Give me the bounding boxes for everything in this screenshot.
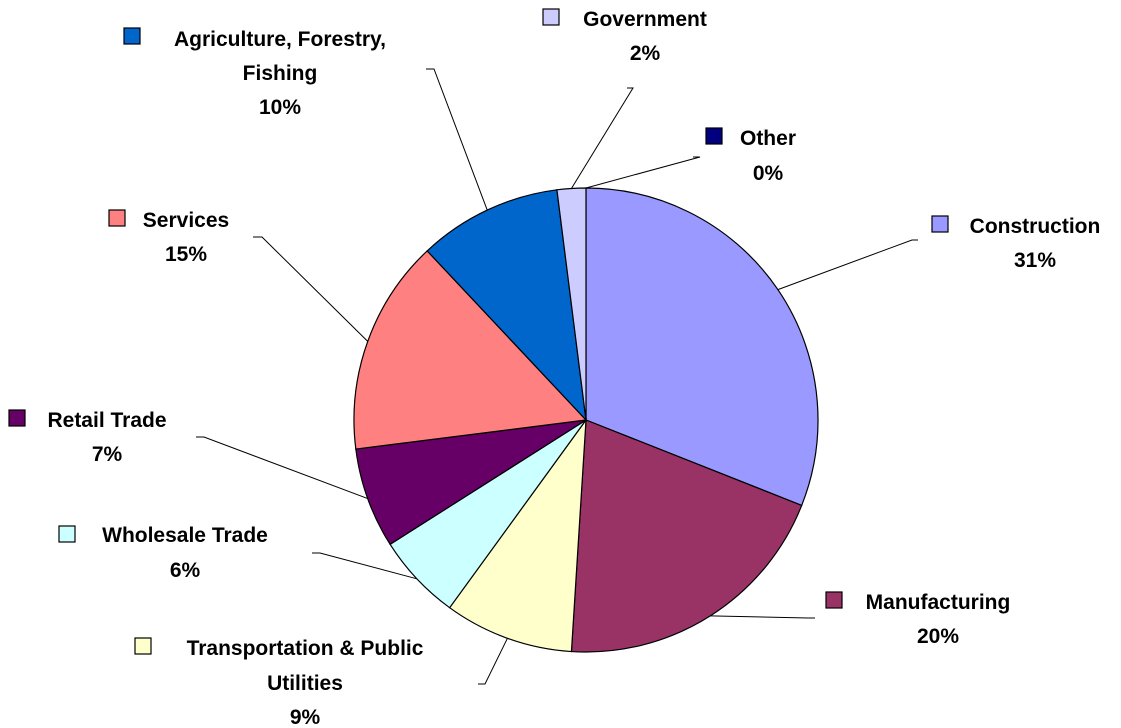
slice-percent-agriculture-forestry-fishing: 10% bbox=[259, 96, 301, 119]
pie-slice-retail-trade bbox=[355, 419, 587, 546]
pie-slice-transportation-public-utilities bbox=[448, 417, 587, 653]
leader-line-manufacturing bbox=[710, 615, 815, 619]
label-swatch-agriculture-forestry-fishing bbox=[123, 27, 141, 45]
slice-labels: Construction 31% Manufacturing 20% Transport… bbox=[8, 8, 1101, 728]
slice-percent-government: 2% bbox=[630, 42, 661, 65]
leader-line-construction bbox=[777, 239, 918, 291]
slice-label-services: Services bbox=[143, 209, 229, 232]
slice-percent-transportation-public-utilities: 9% bbox=[290, 706, 321, 728]
slice-label-agriculture-forestry-fishing: Agriculture, Forestry, bbox=[174, 28, 386, 51]
label-swatch-manufacturing bbox=[825, 591, 843, 609]
label-swatch-transportation-public-utilities bbox=[134, 637, 152, 655]
leader-line-services bbox=[253, 236, 369, 342]
leader-line-agriculture-forestry-fishing bbox=[426, 68, 488, 211]
slice-label-retail-trade: Retail Trade bbox=[47, 409, 166, 432]
leader-line-transportation-public-utilities bbox=[478, 638, 508, 685]
pie-slices bbox=[353, 187, 819, 653]
pie-slice-manufacturing bbox=[570, 419, 803, 653]
slice-label-other: Other bbox=[740, 127, 796, 150]
slice-percent-construction: 31% bbox=[1014, 249, 1056, 272]
slice-label-agriculture-forestry-fishing-line2: Fishing bbox=[243, 62, 318, 85]
label-swatch-construction bbox=[931, 215, 949, 233]
label-swatch-retail-trade bbox=[8, 409, 26, 427]
slice-label-transportation-public-utilities: Transportation & Public bbox=[187, 637, 424, 660]
slice-label-transportation-public-utilities-line2: Utilities bbox=[267, 672, 343, 695]
slice-percent-manufacturing: 20% bbox=[917, 625, 959, 648]
slice-percent-services: 15% bbox=[165, 243, 207, 266]
label-swatch-services bbox=[108, 209, 126, 227]
leader-line-government bbox=[571, 87, 634, 189]
label-swatch-government bbox=[542, 8, 560, 26]
slice-percent-retail-trade: 7% bbox=[92, 443, 123, 466]
pie-slice-construction bbox=[585, 187, 819, 507]
leader-line-retail-trade bbox=[196, 436, 368, 500]
slice-label-wholesale-trade: Wholesale Trade bbox=[102, 524, 268, 547]
label-swatch-other bbox=[705, 127, 723, 145]
leader-line-other bbox=[585, 156, 701, 189]
label-swatch-wholesale-trade bbox=[58, 525, 76, 543]
slice-label-government: Government bbox=[583, 8, 707, 31]
slice-percent-other: 0% bbox=[753, 162, 784, 185]
leader-lines bbox=[196, 68, 918, 685]
slice-percent-wholesale-trade: 6% bbox=[170, 559, 201, 582]
slice-label-construction: Construction bbox=[970, 215, 1101, 238]
leader-line-wholesale-trade bbox=[312, 552, 418, 580]
slice-label-manufacturing: Manufacturing bbox=[866, 591, 1011, 614]
